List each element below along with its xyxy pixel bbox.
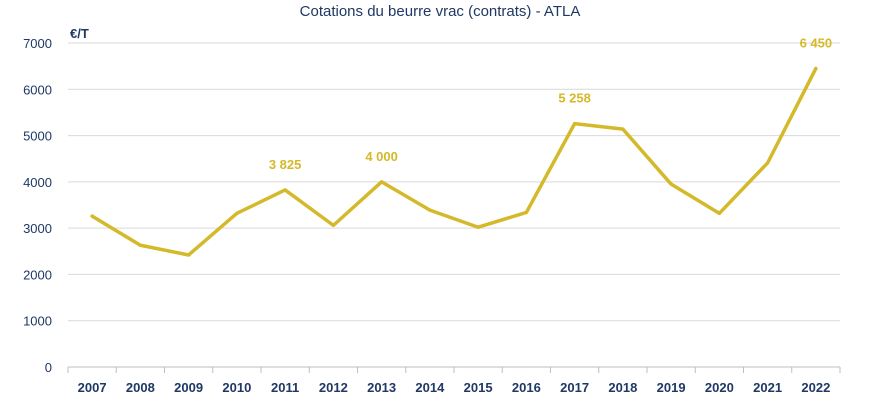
- series-polyline: [90, 66, 818, 257]
- y-tick-label: 5000: [23, 129, 52, 144]
- data-labels: 3 825 4 000 5 258 6 450: [269, 35, 833, 172]
- data-point: [428, 208, 432, 212]
- chart-title: Cotations du beurre vrac (contrats) - AT…: [300, 3, 581, 20]
- x-tick-label: 2016: [512, 380, 541, 395]
- series-line: [90, 66, 818, 257]
- data-point: [235, 211, 239, 215]
- y-tick-label: 2000: [23, 267, 52, 282]
- data-point: [138, 243, 142, 247]
- data-label: 4 000: [365, 149, 398, 164]
- x-tick-label: 2011: [271, 380, 299, 395]
- x-tick-label: 2015: [464, 380, 493, 395]
- data-point: [669, 182, 673, 186]
- x-tick-label: 2012: [319, 380, 348, 395]
- data-label: 6 450: [800, 35, 833, 50]
- x-tick-label: 2021: [753, 380, 782, 395]
- x-tick-label: 2013: [367, 380, 396, 395]
- y-axis-ticks: 0 1000 2000 3000 4000 5000 6000 7000: [23, 36, 52, 375]
- y-tick-label: 6000: [23, 82, 52, 97]
- x-tick-label: 2009: [174, 380, 203, 395]
- data-point: [524, 210, 528, 214]
- x-axis: 2007 2008 2009 2010 2011 2012 2013 2014 2015 2016…: [67, 366, 841, 395]
- y-tick-label: 3000: [23, 221, 52, 236]
- data-point: [90, 214, 94, 218]
- gridlines: [68, 42, 840, 322]
- x-tick-label: 2008: [126, 380, 155, 395]
- y-tick-label: 1000: [23, 314, 52, 329]
- data-point: [331, 223, 335, 227]
- x-tick-label: 2007: [78, 380, 107, 395]
- data-point: [187, 253, 191, 257]
- y-tick-label: 7000: [23, 36, 52, 51]
- x-tick-label: 2017: [560, 380, 589, 395]
- x-tick-label: 2014: [415, 380, 445, 395]
- data-point: [476, 225, 480, 229]
- y-tick-label: 0: [45, 360, 52, 375]
- data-label: 5 258: [558, 91, 591, 106]
- data-point: [283, 188, 287, 192]
- x-tick-label: 2010: [222, 380, 251, 395]
- data-point: [717, 211, 721, 215]
- data-label: 3 825: [269, 157, 302, 172]
- y-tick-label: 4000: [23, 175, 52, 190]
- data-point: [573, 122, 577, 126]
- data-point: [766, 161, 770, 165]
- x-tick-label: 2022: [801, 380, 830, 395]
- x-tick-label: 2018: [608, 380, 637, 395]
- x-tick-label: 2020: [705, 380, 734, 395]
- data-point: [380, 180, 384, 184]
- x-tick-label: 2019: [657, 380, 686, 395]
- data-point: [814, 66, 818, 70]
- data-point: [621, 127, 625, 131]
- y-axis-unit: €/T: [70, 26, 89, 41]
